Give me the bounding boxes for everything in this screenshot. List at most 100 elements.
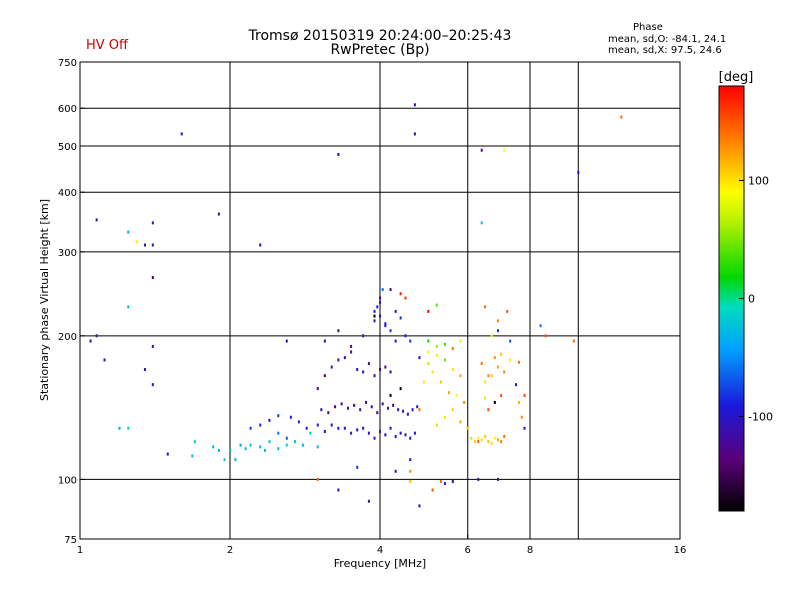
data-point [180, 132, 183, 136]
data-point [350, 350, 353, 354]
data-point [297, 420, 300, 424]
data-point [477, 436, 480, 440]
data-point [455, 393, 458, 397]
data-point [451, 367, 454, 371]
data-point [503, 148, 506, 152]
data-point [293, 440, 296, 444]
data-point [359, 408, 362, 412]
data-point [239, 443, 242, 447]
data-point [422, 380, 425, 384]
data-point [277, 414, 280, 418]
data-point [346, 406, 349, 410]
data-point [309, 431, 312, 435]
data-point [244, 447, 247, 451]
data-point [500, 352, 503, 356]
data-point [316, 387, 319, 391]
data-point [520, 415, 523, 419]
data-point [277, 447, 280, 451]
y-tick-label: 100 [58, 475, 77, 486]
data-point [443, 415, 446, 419]
data-point [443, 358, 446, 362]
x-tick-label: 1 [77, 545, 83, 556]
data-point [480, 221, 483, 225]
phase-stats-x-mode: mean, sd,X: 97.5, 24.6 [608, 45, 722, 56]
data-point [447, 391, 450, 395]
data-point [370, 405, 373, 409]
data-point [451, 479, 454, 483]
data-point [151, 243, 154, 247]
data-point [379, 367, 381, 371]
data-point [427, 309, 430, 313]
data-point [384, 322, 387, 326]
data-point [212, 445, 215, 449]
data-point [409, 479, 412, 483]
data-point [376, 411, 379, 415]
data-point [477, 440, 480, 444]
data-point [379, 430, 381, 434]
data-point [285, 339, 288, 343]
data-point [480, 438, 483, 442]
data-point [439, 479, 442, 483]
data-point [305, 426, 308, 430]
data-points-layer [89, 103, 623, 508]
data-point [234, 458, 237, 462]
data-point [517, 360, 520, 364]
data-point [323, 430, 326, 434]
data-point [484, 380, 487, 384]
data-point [431, 488, 434, 492]
data-point [480, 148, 483, 152]
data-point [427, 339, 430, 343]
data-point [413, 103, 416, 107]
data-point [411, 408, 414, 412]
data-point [166, 452, 169, 456]
data-point [466, 426, 469, 430]
data-point [572, 339, 575, 343]
data-point [503, 435, 506, 439]
data-point [127, 426, 130, 430]
data-point [418, 504, 421, 508]
data-point [373, 314, 376, 318]
data-point [577, 170, 580, 174]
x-axis-label: Frequency [MHz] [334, 557, 426, 570]
data-point [392, 403, 395, 407]
data-point [118, 426, 121, 430]
data-point [330, 365, 333, 369]
data-point [490, 334, 493, 338]
data-point [151, 383, 154, 387]
data-point [223, 458, 226, 462]
data-point [151, 276, 154, 280]
data-point [435, 353, 438, 357]
data-point [95, 334, 98, 338]
data-point [384, 433, 387, 437]
data-point [277, 431, 280, 435]
data-point [500, 393, 503, 397]
data-point [330, 423, 333, 427]
data-point [268, 440, 271, 444]
data-point [394, 435, 397, 439]
data-point [323, 339, 326, 343]
data-point [340, 402, 343, 406]
data-point [509, 339, 512, 343]
data-point [443, 342, 446, 346]
data-point [503, 370, 506, 374]
data-point [327, 411, 330, 415]
data-point [259, 445, 262, 449]
data-point [356, 367, 359, 371]
data-point [384, 324, 387, 328]
y-tick-label: 300 [58, 248, 77, 259]
x-tick-label: 2 [227, 545, 233, 556]
data-point [406, 412, 409, 416]
data-point [496, 329, 499, 333]
data-point [350, 431, 353, 435]
data-point [431, 370, 434, 374]
grid-layer [80, 62, 680, 539]
data-point [373, 319, 376, 323]
data-point [496, 477, 499, 481]
x-tick-label: 6 [465, 545, 471, 556]
data-point [373, 374, 376, 378]
data-point [487, 408, 490, 412]
data-point [323, 374, 326, 378]
data-point [217, 448, 220, 452]
data-point [409, 339, 412, 343]
y-axis-label: Stationary phase Virtual Height [km] [38, 199, 51, 401]
